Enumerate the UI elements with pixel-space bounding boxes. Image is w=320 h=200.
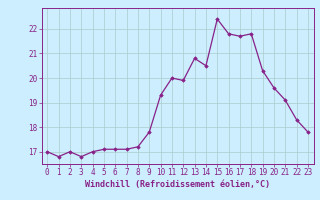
X-axis label: Windchill (Refroidissement éolien,°C): Windchill (Refroidissement éolien,°C) (85, 180, 270, 189)
